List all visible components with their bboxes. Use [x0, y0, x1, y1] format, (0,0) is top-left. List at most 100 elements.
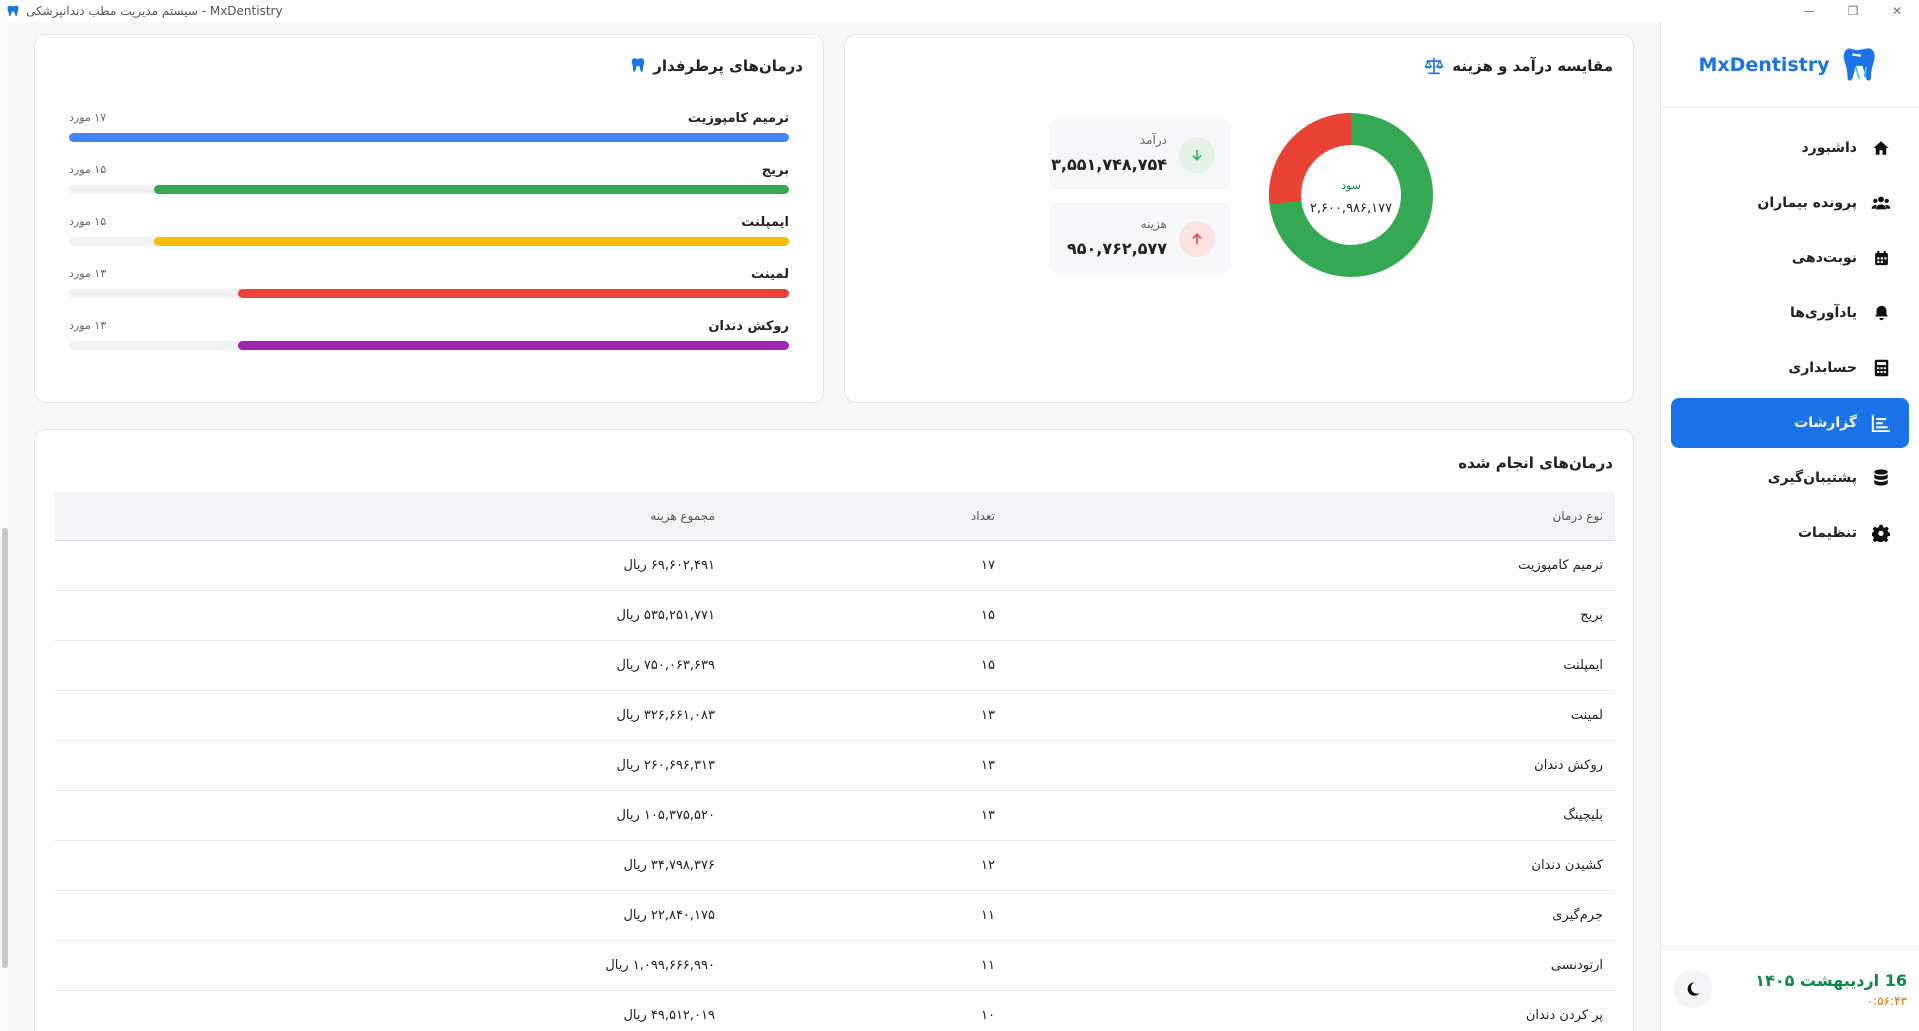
- card-title: درمان‌های انجام شده: [1458, 454, 1613, 472]
- cell-total: ۳۲۶,۶۶۱,۰۸۳ ریال: [55, 690, 727, 741]
- bar-count: ۱۵ مورد: [69, 163, 107, 176]
- bar-name: ایمپلنت: [741, 215, 789, 230]
- sidebar-item-backup[interactable]: پشتیبان‌گیری: [1671, 453, 1909, 503]
- income-label: درآمد: [1139, 133, 1167, 147]
- table-row[interactable]: لمینت ۱۳ ۳۲۶,۶۶۱,۰۸۳ ریال: [55, 690, 1615, 741]
- sidebar-item-label: داشبورد: [1801, 140, 1858, 156]
- sidebar-item-label: گزارشات: [1794, 415, 1857, 431]
- tooth-app-icon: [7, 5, 19, 16]
- bar-fill: [153, 185, 789, 194]
- sidebar-item-reports[interactable]: گزارشات: [1671, 398, 1909, 448]
- cell-type: جرم‌گیری: [1007, 890, 1615, 941]
- table-row[interactable]: بریج ۱۵ ۵۳۵,۲۵۱,۷۷۱ ریال: [55, 590, 1615, 641]
- table-row[interactable]: پر کردن دندان ۱۰ ۴۹,۵۱۲,۰۱۹ ریال: [55, 990, 1615, 1031]
- table-row[interactable]: ترمیم کامپوزیت ۱۷ ۶۹,۶۰۲,۴۹۱ ریال: [55, 539, 1615, 591]
- sidebar-item-label: پشتیبان‌گیری: [1767, 470, 1857, 486]
- balance-scale-icon: [1424, 57, 1444, 75]
- sidebar-item-dashboard[interactable]: داشبورد: [1671, 123, 1909, 173]
- cell-type: روکش دندان: [1007, 740, 1615, 791]
- current-time: ۰:۵۶:۴۳: [1866, 993, 1907, 1008]
- popular-bar-row: ترمیم کامپوزیت ۱۷ مورد: [69, 111, 789, 151]
- sidebar-item-settings[interactable]: تنظیمات: [1671, 508, 1909, 558]
- cell-total: ۳۴,۷۹۸,۳۷۶ ریال: [55, 840, 727, 891]
- bar-count: ۱۵ مورد: [69, 215, 107, 228]
- sidebar-item-accounting[interactable]: حسابداری: [1671, 343, 1909, 393]
- column-header-count[interactable]: تعداد: [727, 492, 1007, 540]
- table-row[interactable]: بلیچینگ ۱۳ ۱۰۵,۳۷۵,۵۲۰ ریال: [55, 790, 1615, 841]
- card-header: مقایسه درآمد و هزینه: [1424, 57, 1613, 75]
- cell-type: لمینت: [1007, 690, 1615, 741]
- card-title: مقایسه درآمد و هزینه: [1452, 57, 1613, 75]
- bar-count: ۱۷ مورد: [69, 111, 107, 124]
- current-date: 16 اردیبهشت ۱۴۰۵: [1755, 970, 1907, 990]
- window-controls: — ❐ ✕: [1787, 0, 1919, 22]
- table-row[interactable]: کشیدن دندان ۱۲ ۳۴,۷۹۸,۳۷۶ ریال: [55, 840, 1615, 891]
- cell-count: ۱۲: [727, 840, 1007, 891]
- bar-track: [69, 237, 789, 246]
- performed-treatments-card: درمان‌های انجام شده نوع درمان تعداد مجمو…: [34, 429, 1634, 1031]
- cell-count: ۱۳: [727, 790, 1007, 841]
- column-header-type[interactable]: نوع درمان: [1007, 492, 1615, 540]
- table-header-row: نوع درمان تعداد مجموع هزینه: [55, 492, 1615, 540]
- card-header: درمان‌های انجام شده: [1458, 454, 1613, 472]
- cell-type: پر کردن دندان: [1007, 990, 1615, 1031]
- donut-expense-arc: [1269, 113, 1433, 277]
- column-header-total[interactable]: مجموع هزینه: [55, 492, 727, 540]
- popular-treatments-card: درمان‌های پرطرفدار ترمیم کامپوزیت ۱۷ مور…: [34, 34, 824, 403]
- bar-count: ۱۳ مورد: [69, 267, 107, 280]
- sidebar-item-label: پرونده بیماران: [1757, 195, 1857, 211]
- popular-bar-row: ایمپلنت ۱۵ مورد: [69, 215, 789, 255]
- scrollbar-thumb[interactable]: [2, 528, 8, 968]
- gear-icon: [1871, 523, 1891, 543]
- cell-type: کشیدن دندان: [1007, 840, 1615, 891]
- bar-name: بریج: [761, 163, 789, 178]
- cell-count: ۱۱: [727, 940, 1007, 991]
- income-stat: درآمد ۳,۵۵۱,۷۴۸,۷۵۴: [1049, 119, 1231, 189]
- expense-stat: هزینه ۹۵۰,۷۶۲,۵۷۷: [1049, 203, 1231, 273]
- donut-profit-value: ۲,۶۰۰,۹۸۶,۱۷۷: [1310, 201, 1392, 216]
- bell-icon: [1871, 303, 1891, 323]
- sidebar-item-appointments[interactable]: نوبت‌دهی: [1671, 233, 1909, 283]
- sidebar-item-patients[interactable]: پرونده بیماران: [1671, 178, 1909, 228]
- sidebar-item-label: نوبت‌دهی: [1791, 250, 1857, 266]
- expense-value: ۹۵۰,۷۶۲,۵۷۷: [1066, 239, 1167, 258]
- sidebar: MxDentistry داشبورد پرونده بیماران نوبت‌…: [1660, 22, 1919, 1031]
- bar-name: لمینت: [751, 267, 789, 282]
- cell-count: ۱۳: [727, 690, 1007, 741]
- cell-total: ۱,۰۹۹,۶۶۶,۹۹۰ ریال: [55, 940, 727, 991]
- bar-name: روکش دندان: [708, 319, 789, 334]
- close-button[interactable]: ✕: [1891, 4, 1903, 18]
- report-chart-icon: [1871, 413, 1891, 433]
- popular-bar-row: بریج ۱۵ مورد: [69, 163, 789, 203]
- cell-type: بریج: [1007, 590, 1615, 641]
- date-time: 16 اردیبهشت ۱۴۰۵ ۰:۵۶:۴۳: [1755, 971, 1907, 1008]
- popular-bar-row: روکش دندان ۱۳ مورد: [69, 319, 789, 359]
- sidebar-item-reminders[interactable]: یادآوری‌ها: [1671, 288, 1909, 338]
- sidebar-footer: 16 اردیبهشت ۱۴۰۵ ۰:۵۶:۴۳: [1660, 946, 1919, 1031]
- minimize-button[interactable]: —: [1803, 4, 1815, 18]
- restore-button[interactable]: ❐: [1847, 4, 1859, 18]
- table-row[interactable]: جرم‌گیری ۱۱ ۲۲,۸۴۰,۱۷۵ ریال: [55, 890, 1615, 941]
- cell-count: ۱۳: [727, 740, 1007, 791]
- income-value: ۳,۵۵۱,۷۴۸,۷۵۴: [1051, 155, 1167, 174]
- theme-toggle-button[interactable]: [1674, 970, 1712, 1008]
- table-row[interactable]: ایمپلنت ۱۵ ۷۵۰,۰۶۳,۶۳۹ ریال: [55, 640, 1615, 691]
- popular-bar-row: لمینت ۱۳ مورد: [69, 267, 789, 307]
- bar-fill: [238, 341, 789, 350]
- table-row[interactable]: روکش دندان ۱۳ ۲۶۰,۶۹۶,۳۱۳ ریال: [55, 740, 1615, 791]
- cell-count: ۱۷: [727, 539, 1007, 591]
- cell-type: بلیچینگ: [1007, 790, 1615, 841]
- card-title: درمان‌های پرطرفدار: [653, 57, 803, 75]
- bar-track: [69, 289, 789, 298]
- window-title: سیستم مدیریت مطب دندانپزشکی - MxDentistr…: [26, 4, 283, 18]
- cell-type: ایمپلنت: [1007, 640, 1615, 691]
- tooth-logo-icon: [1843, 47, 1875, 81]
- moon-icon: [1687, 982, 1700, 996]
- cell-count: ۱۵: [727, 590, 1007, 641]
- profit-donut-chart: سود ۲,۶۰۰,۹۸۶,۱۷۷: [1269, 113, 1433, 277]
- bar-fill: [153, 237, 789, 246]
- window-titlebar: سیستم مدیریت مطب دندانپزشکی - MxDentistr…: [0, 0, 1919, 22]
- table-row[interactable]: ارتودنسی ۱۱ ۱,۰۹۹,۶۶۶,۹۹۰ ریال: [55, 940, 1615, 991]
- main-scrollbar[interactable]: [0, 22, 9, 1031]
- cell-total: ۲۶۰,۶۹۶,۳۱۳ ریال: [55, 740, 727, 791]
